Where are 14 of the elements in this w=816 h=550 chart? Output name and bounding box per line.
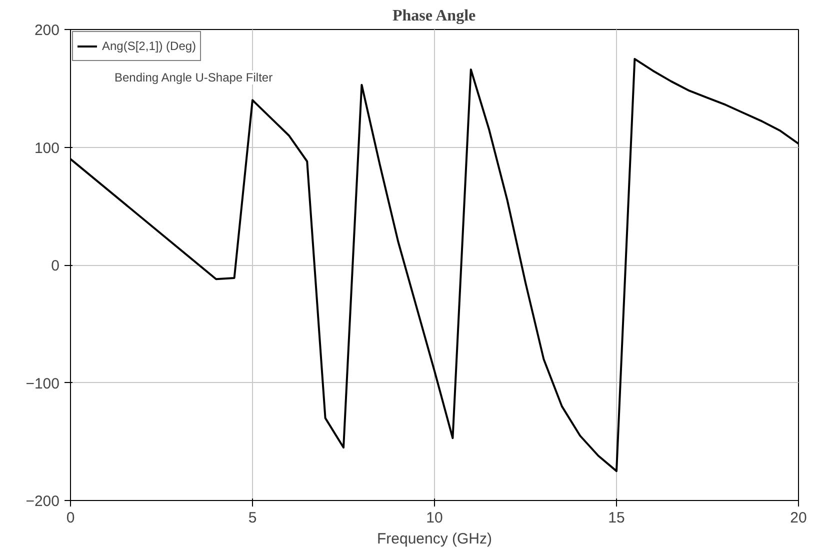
x-tick-label: 20: [790, 510, 807, 526]
y-tick-label: 100: [34, 140, 60, 157]
y-tick-label: −100: [26, 375, 60, 392]
y-tick-label: 0: [51, 258, 60, 274]
x-tick-label: 0: [66, 510, 75, 526]
y-tick-label: −200: [26, 493, 60, 510]
x-tick-label: 10: [426, 510, 443, 526]
y-tick-label: 200: [34, 22, 60, 39]
x-tick-label: 15: [608, 510, 625, 526]
x-axis-title: Frequency (GHz): [376, 530, 492, 548]
chart-title: Phase Angle: [392, 8, 476, 24]
legend-label: Ang(S[2,1]) (Deg): [102, 39, 196, 53]
x-tick-label: 5: [248, 510, 257, 526]
annotation: Bending Angle U-Shape Filter: [114, 70, 273, 84]
